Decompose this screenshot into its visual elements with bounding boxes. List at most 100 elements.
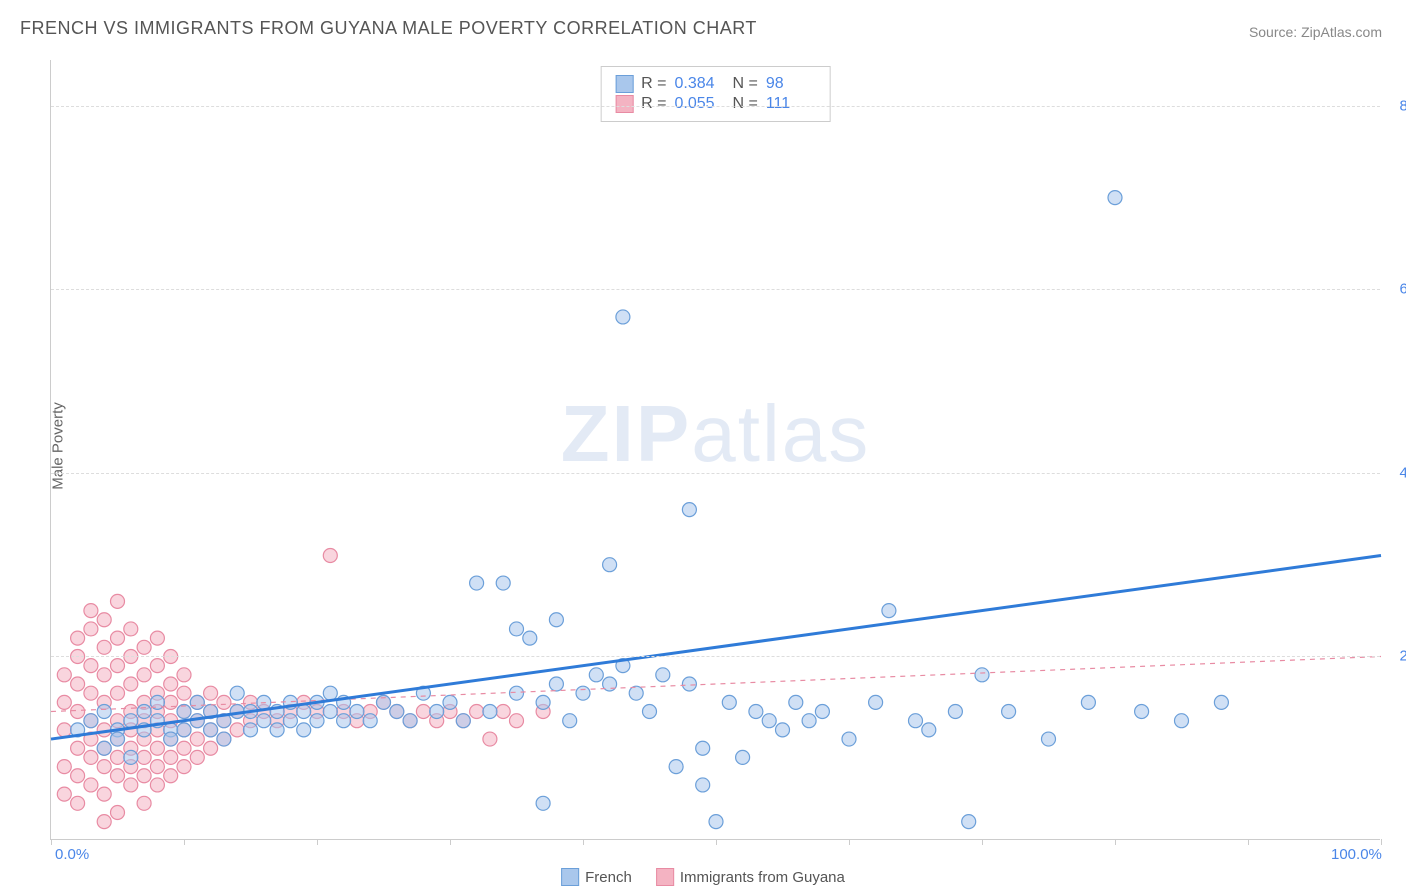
scatter-point — [164, 750, 178, 764]
scatter-point — [589, 668, 603, 682]
scatter-point — [124, 622, 138, 636]
scatter-point — [789, 695, 803, 709]
scatter-point — [669, 760, 683, 774]
scatter-point — [97, 741, 111, 755]
scatter-point — [204, 686, 218, 700]
scatter-point — [97, 668, 111, 682]
scatter-point — [124, 750, 138, 764]
scatter-point — [177, 668, 191, 682]
scatter-point — [111, 750, 125, 764]
scatter-point — [84, 686, 98, 700]
scatter-point — [696, 741, 710, 755]
scatter-point — [124, 714, 138, 728]
scatter-point — [1002, 705, 1016, 719]
chart-title: FRENCH VS IMMIGRANTS FROM GUYANA MALE PO… — [20, 18, 757, 39]
scatter-point — [643, 705, 657, 719]
scatter-point — [97, 640, 111, 654]
scatter-point — [97, 705, 111, 719]
scatter-point — [510, 714, 524, 728]
legend-swatch-guyana — [656, 868, 674, 886]
x-axis-end-label: 100.0% — [1331, 846, 1382, 863]
scatter-point — [71, 796, 85, 810]
scatter-point — [456, 714, 470, 728]
x-tick — [1248, 839, 1249, 845]
scatter-point — [57, 787, 71, 801]
scatter-point — [1135, 705, 1149, 719]
scatter-point — [815, 705, 829, 719]
scatter-point — [1042, 732, 1056, 746]
scatter-point — [164, 732, 178, 746]
scatter-point — [111, 631, 125, 645]
scatter-point — [111, 686, 125, 700]
scatter-point — [483, 732, 497, 746]
scatter-point — [563, 714, 577, 728]
scatter-point — [523, 631, 537, 645]
scatter-point — [709, 815, 723, 829]
scatter-point — [323, 705, 337, 719]
scatter-point — [84, 604, 98, 618]
scatter-point — [842, 732, 856, 746]
legend-item-french: French — [561, 868, 632, 886]
scatter-point — [124, 677, 138, 691]
scatter-point — [443, 695, 457, 709]
scatter-point — [656, 668, 670, 682]
y-tick-label: 80.0% — [1399, 97, 1406, 114]
x-tick — [450, 839, 451, 845]
scatter-point — [536, 796, 550, 810]
scatter-point — [84, 714, 98, 728]
scatter-point — [204, 741, 218, 755]
scatter-point — [137, 769, 151, 783]
scatter-point — [323, 686, 337, 700]
scatter-point — [190, 695, 204, 709]
scatter-point — [57, 760, 71, 774]
legend-item-guyana: Immigrants from Guyana — [656, 868, 845, 886]
scatter-point — [470, 705, 484, 719]
scatter-point — [84, 778, 98, 792]
scatter-point — [84, 622, 98, 636]
scatter-point — [603, 558, 617, 572]
scatter-point — [190, 732, 204, 746]
y-tick-label: 20.0% — [1399, 648, 1406, 665]
scatter-point — [496, 576, 510, 590]
scatter-point — [722, 695, 736, 709]
scatter-point — [629, 686, 643, 700]
scatter-point — [164, 769, 178, 783]
scatter-point — [71, 769, 85, 783]
x-tick — [982, 839, 983, 845]
scatter-point — [71, 677, 85, 691]
x-tick — [51, 839, 52, 845]
scatter-point — [962, 815, 976, 829]
scatter-point — [97, 760, 111, 774]
scatter-point — [57, 723, 71, 737]
scatter-point — [177, 760, 191, 774]
scatter-point — [150, 741, 164, 755]
scatter-point — [736, 750, 750, 764]
scatter-point — [244, 723, 258, 737]
scatter-point — [257, 714, 271, 728]
trendline — [51, 556, 1381, 740]
scatter-point — [190, 750, 204, 764]
x-tick — [317, 839, 318, 845]
scatter-point — [549, 613, 563, 627]
gridline — [51, 473, 1380, 474]
scatter-point — [71, 741, 85, 755]
x-tick — [716, 839, 717, 845]
scatter-point — [137, 705, 151, 719]
scatter-point — [297, 705, 311, 719]
scatter-point — [1108, 191, 1122, 205]
series-legend: French Immigrants from Guyana — [561, 868, 845, 886]
scatter-point — [97, 787, 111, 801]
scatter-point — [204, 723, 218, 737]
legend-label-french: French — [585, 869, 632, 886]
scatter-point — [616, 310, 630, 324]
scatter-point — [177, 741, 191, 755]
scatter-point — [363, 714, 377, 728]
scatter-point — [337, 714, 351, 728]
scatter-point — [124, 778, 138, 792]
scatter-point — [137, 750, 151, 764]
scatter-point — [270, 723, 284, 737]
scatter-point — [1214, 695, 1228, 709]
scatter-point — [150, 778, 164, 792]
scatter-point — [909, 714, 923, 728]
scatter-point — [57, 695, 71, 709]
